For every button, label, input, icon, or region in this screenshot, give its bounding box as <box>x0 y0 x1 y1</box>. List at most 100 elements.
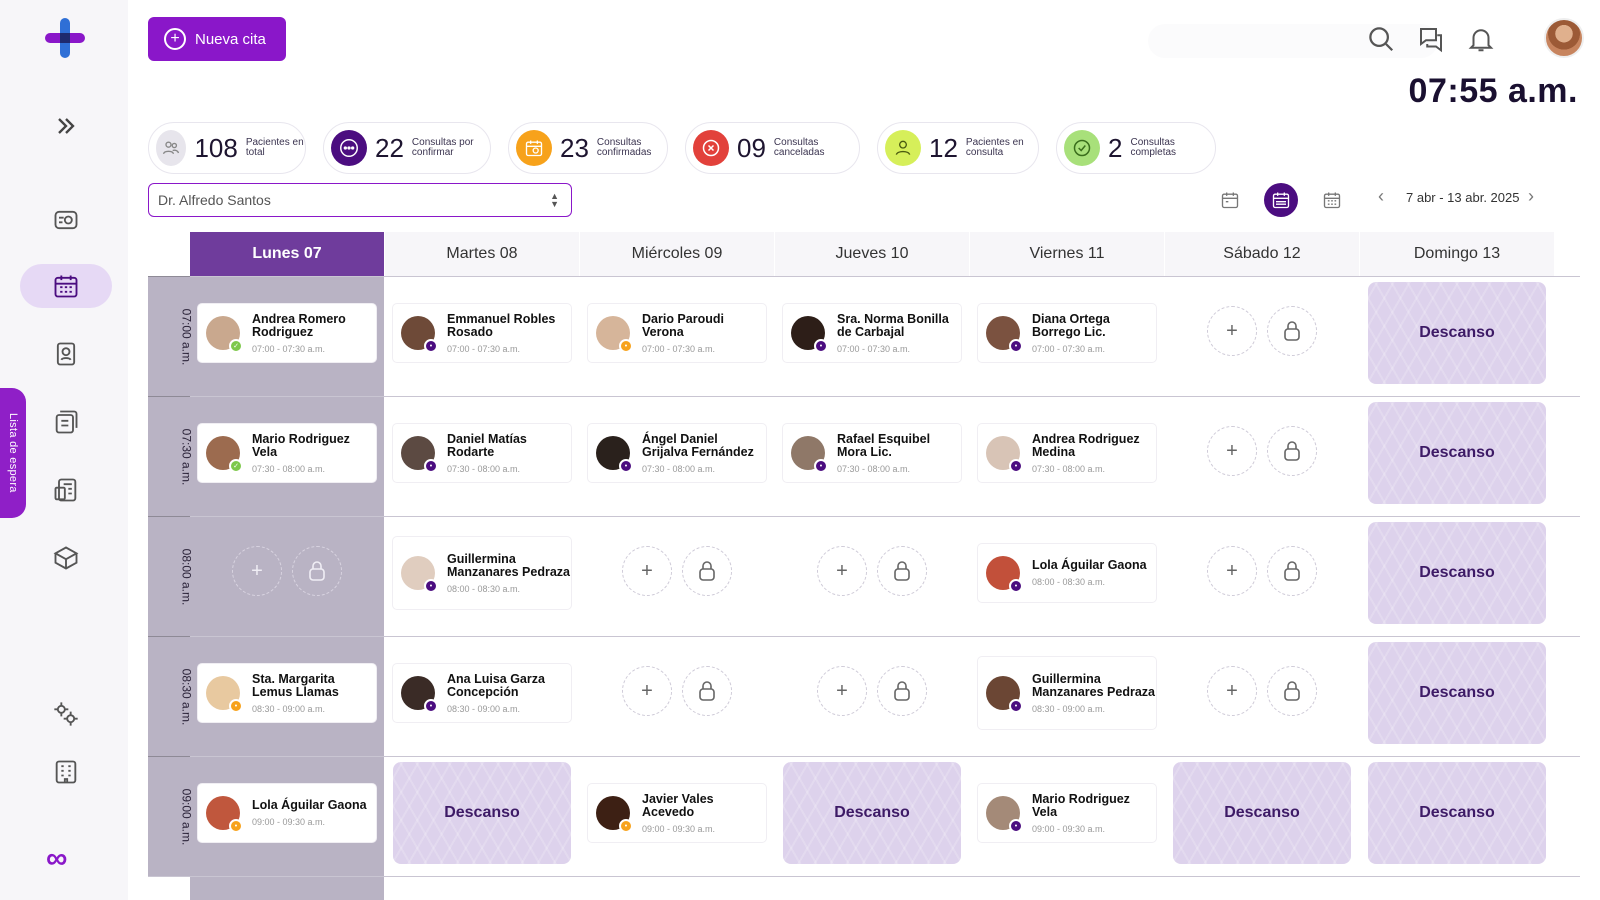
appointment-card[interactable]: • Javier Vales Acevedo 09:00 - 09:30 a.m. <box>588 784 766 842</box>
stat-number: 22 <box>375 132 404 163</box>
appointment-time: 09:00 - 09:30 a.m. <box>1032 823 1106 834</box>
add-appointment-button[interactable]: + <box>622 666 672 716</box>
day-view-icon[interactable] <box>1213 183 1247 217</box>
confirmed-status-icon: • <box>619 819 633 833</box>
app-logo[interactable] <box>45 18 85 58</box>
stat-label: Consultas completas <box>1130 137 1177 158</box>
add-appointment-button[interactable]: + <box>1207 426 1257 476</box>
patient-photo: • <box>791 436 828 473</box>
settings-gears-icon[interactable] <box>20 692 112 736</box>
pending-status-icon: • <box>424 699 438 713</box>
patient-photo: ✓ <box>206 436 243 473</box>
day-header[interactable]: Lunes 07 <box>190 232 384 276</box>
month-view-icon[interactable] <box>1315 183 1349 217</box>
appointment-card[interactable]: • Dario Paroudi Verona 07:00 - 07:30 a.m. <box>588 304 766 362</box>
doctor-select[interactable]: Dr. Alfredo Santos ▲ ▼ <box>148 183 572 217</box>
day-header[interactable]: Sábado 12 <box>1165 232 1359 276</box>
appointment-card[interactable]: ✓ Andrea Romero Rodriguez 07:00 - 07:30 a… <box>198 304 376 362</box>
patient-name: Daniel Matías Rodarte <box>447 431 527 459</box>
lock-slot-icon[interactable] <box>1267 426 1317 476</box>
lock-slot-icon[interactable] <box>682 546 732 596</box>
appointment-card[interactable]: ✓ Mario Rodriguez Vela 07:30 - 08:00 a.m. <box>198 424 376 482</box>
appointment-time: 07:30 - 08:00 a.m. <box>252 463 326 474</box>
lock-slot-icon[interactable] <box>1267 306 1317 356</box>
appointment-card[interactable]: • Sra. Norma Bonilla de Carbajal 07:00 - … <box>783 304 961 362</box>
records-icon[interactable] <box>20 400 112 444</box>
dashboard-icon[interactable] <box>20 198 112 242</box>
bell-icon[interactable] <box>1466 24 1496 54</box>
appointment-card[interactable]: • Lola Águilar Gaona 08:00 - 08:30 a.m. <box>978 544 1156 602</box>
patient-name: Sta. Margarita Lemus Llamas <box>252 671 339 699</box>
prev-week-icon[interactable]: ‹ <box>1378 186 1384 206</box>
inventory-box-icon[interactable] <box>20 536 112 580</box>
add-appointment-button[interactable]: + <box>622 546 672 596</box>
day-header[interactable]: Viernes 11 <box>970 232 1164 276</box>
appointment-card[interactable]: • Guillermina Manzanares Pedraza 08:00 - … <box>393 537 571 609</box>
lock-slot-icon[interactable] <box>682 666 732 716</box>
day-header[interactable]: Martes 08 <box>385 232 579 276</box>
appointment-card[interactable]: • Rafael Esquibel Mora Lic. 07:30 - 08:00… <box>783 424 961 482</box>
appointment-card[interactable]: • Andrea Rodriguez Medina 07:30 - 08:00 a… <box>978 424 1156 482</box>
lock-slot-icon[interactable] <box>877 666 927 716</box>
calendar-icon[interactable] <box>20 264 112 308</box>
patient-name: Rafael Esquibel Mora Lic. <box>837 431 931 459</box>
pending-dots-icon <box>331 130 367 166</box>
search-icon[interactable] <box>1366 24 1396 54</box>
next-week-icon[interactable]: › <box>1528 186 1534 206</box>
time-label: 08:30 a.m. <box>179 668 194 725</box>
appointment-card[interactable]: • Daniel Matías Rodarte 07:30 - 08:00 a.m… <box>393 424 571 482</box>
waitlist-tab[interactable]: Lista de espera <box>0 388 26 518</box>
week-view-icon[interactable] <box>1264 183 1298 217</box>
pending-status-icon: • <box>424 459 438 473</box>
search-bar[interactable] <box>1148 24 1438 58</box>
appointment-card[interactable]: • Lola Águilar Gaona 09:00 - 09:30 a.m. <box>198 784 376 842</box>
day-header[interactable]: Jueves 10 <box>775 232 969 276</box>
appointment-time: 08:00 - 08:30 a.m. <box>1032 577 1106 587</box>
patient-name: Dario Paroudi Verona <box>642 311 724 339</box>
date-range: 7 abr - 13 abr. 2025 <box>1406 190 1520 205</box>
stat-label: Consultas por confirmar <box>411 137 474 158</box>
calendar-check-icon <box>516 130 552 166</box>
pending-status-icon: • <box>1009 819 1023 833</box>
confirmed-status-icon: • <box>229 819 243 833</box>
add-appointment-button[interactable]: + <box>817 546 867 596</box>
appointment-card[interactable]: • Sta. Margarita Lemus Llamas 08:30 - 09:… <box>198 664 376 722</box>
add-appointment-button[interactable]: + <box>1207 306 1257 356</box>
new-appointment-button[interactable]: + Nueva cita <box>148 17 286 61</box>
patient-card-icon[interactable] <box>20 332 112 376</box>
appointment-card[interactable]: • Mario Rodriguez Vela 09:00 - 09:30 a.m. <box>978 784 1156 842</box>
add-appointment-button[interactable]: + <box>1207 546 1257 596</box>
patient-name: Lola Águilar Gaona <box>252 798 367 812</box>
appointment-card[interactable]: • Ana Luisa Garza Concepción 08:30 - 09:0… <box>393 664 571 722</box>
stat-cancelled: 09 Consultas canceladas <box>685 122 860 174</box>
lock-slot-icon[interactable] <box>1267 546 1317 596</box>
patient-photo: • <box>401 436 438 473</box>
patient-name: Andrea Romero Rodriguez <box>252 311 346 339</box>
patient-name: Ana Luisa Garza Concepción <box>447 671 545 699</box>
rest-block: Descanso <box>1368 762 1546 864</box>
building-icon[interactable] <box>20 750 112 794</box>
appointment-card[interactable]: • Ángel Daniel Grijalva Fernández 07:30 -… <box>588 424 766 482</box>
add-appointment-button[interactable]: + <box>1207 666 1257 716</box>
plus-circle-icon: + <box>164 28 186 50</box>
day-header[interactable]: Domingo 13 <box>1360 232 1554 276</box>
lock-slot-icon[interactable] <box>877 546 927 596</box>
patient-name: Javier Vales Acevedo <box>642 791 714 819</box>
pending-status-icon: • <box>1009 699 1023 713</box>
add-appointment-button[interactable]: + <box>817 666 867 716</box>
add-appointment-button[interactable]: + <box>232 546 282 596</box>
user-avatar[interactable] <box>1544 18 1584 58</box>
day-header[interactable]: Miércoles 09 <box>580 232 774 276</box>
billing-icon[interactable] <box>20 468 112 512</box>
appointment-card[interactable]: • Emmanuel Robles Rosado 07:00 - 07:30 a.… <box>393 304 571 362</box>
appointment-card[interactable]: • Diana Ortega Borrego Lic. 07:00 - 07:30… <box>978 304 1156 362</box>
chat-icon[interactable] <box>1416 24 1446 54</box>
lock-slot-icon[interactable] <box>292 546 342 596</box>
main-area: + Nueva cita 07:55 a.m. 108 Pacientes en… <box>128 0 1600 900</box>
patient-name: Guillermina Manzanares Pedraza <box>447 551 570 579</box>
lock-slot-icon[interactable] <box>1267 666 1317 716</box>
confirmed-status-icon: • <box>619 339 633 353</box>
expand-sidebar-icon[interactable] <box>20 104 112 148</box>
appointment-card[interactable]: • Guillermina Manzanares Pedraza 08:30 - … <box>978 657 1156 729</box>
stat-in-consultation: 12 Pacientes en consulta <box>877 122 1039 174</box>
